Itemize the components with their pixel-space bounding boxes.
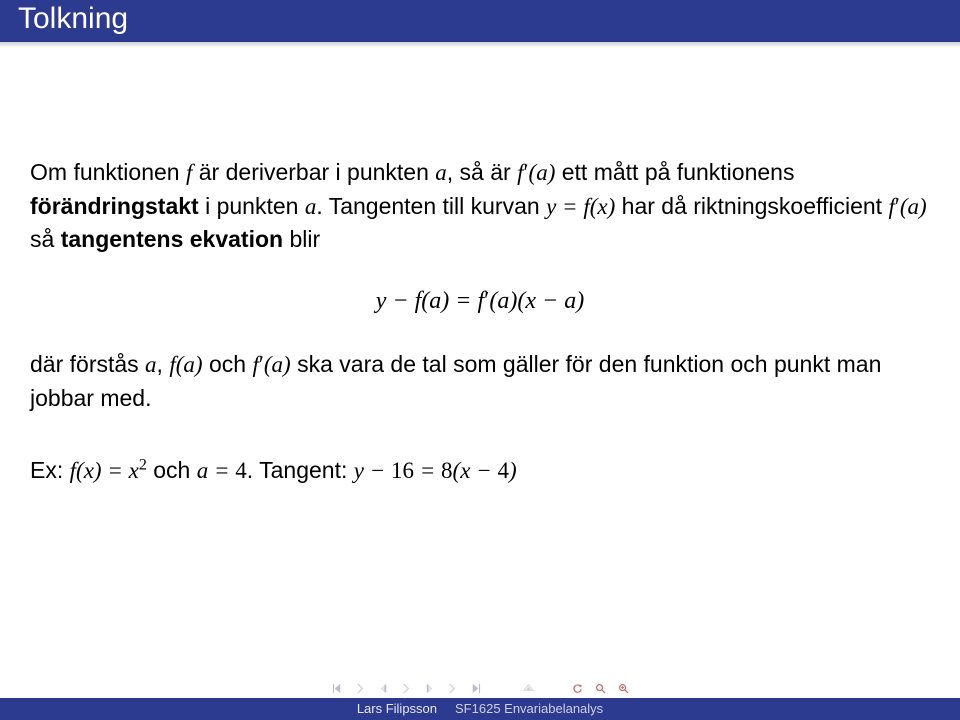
nav-up-icon[interactable]	[523, 683, 534, 694]
nav-bar	[0, 677, 960, 698]
para-2: där förstås a, f(a) och f′(a) ska vara d…	[30, 348, 930, 414]
refresh-icon[interactable]	[572, 683, 583, 694]
nav-last-icon[interactable]	[470, 683, 481, 694]
nav-first-icon[interactable]	[332, 683, 343, 694]
para-1: Om funktionen f är deriverbar i punkten …	[30, 156, 930, 256]
footer-credits: Lars FilipssonSF1625 Envariabelanalys	[0, 698, 960, 720]
nav-prev-icon[interactable]	[378, 683, 389, 694]
nav-next-icon[interactable]	[424, 683, 435, 694]
zoom-icon[interactable]	[618, 683, 629, 694]
search-icon[interactable]	[595, 683, 606, 694]
content-area: Om funktionen f är deriverbar i punkten …	[0, 48, 960, 720]
tangent-equation: y − f(a) = f′(a)(x − a)	[30, 284, 930, 318]
para-example: Ex: f(x) = x2 och a = 4. Tangent: y − 16…	[30, 454, 930, 488]
chevron-right-icon	[447, 683, 458, 694]
slide-title: Tolkning	[0, 2, 960, 36]
chevron-right-icon	[401, 683, 412, 694]
chevron-right-icon	[355, 683, 366, 694]
